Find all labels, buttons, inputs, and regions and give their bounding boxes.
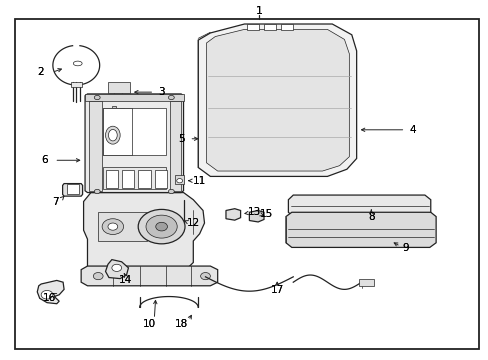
Text: 17: 17	[270, 285, 283, 295]
Text: 7: 7	[52, 197, 59, 207]
Polygon shape	[62, 184, 82, 196]
Circle shape	[112, 264, 122, 271]
Text: 14: 14	[119, 275, 132, 285]
Circle shape	[176, 179, 182, 183]
Bar	[170, 101, 181, 191]
Circle shape	[94, 189, 100, 194]
Circle shape	[168, 95, 174, 100]
Polygon shape	[37, 280, 64, 304]
Circle shape	[156, 222, 167, 231]
Text: 11: 11	[193, 176, 206, 186]
Circle shape	[168, 189, 174, 194]
Text: 18: 18	[174, 319, 187, 329]
Polygon shape	[285, 212, 435, 247]
Bar	[66, 184, 79, 194]
Bar	[108, 82, 130, 93]
Text: 1: 1	[255, 6, 262, 16]
Circle shape	[138, 210, 184, 244]
Polygon shape	[83, 193, 204, 273]
Circle shape	[94, 95, 100, 100]
Text: 10: 10	[142, 319, 156, 329]
Text: 14: 14	[119, 275, 132, 285]
Bar	[85, 94, 183, 101]
Text: 5: 5	[178, 134, 184, 144]
Text: 2: 2	[37, 67, 44, 77]
Text: 11: 11	[193, 176, 206, 186]
Bar	[175, 175, 183, 184]
Text: 13: 13	[247, 207, 260, 217]
Text: 8: 8	[367, 212, 374, 221]
Ellipse shape	[73, 61, 82, 66]
Circle shape	[146, 215, 177, 238]
Polygon shape	[85, 94, 183, 193]
Circle shape	[102, 219, 123, 234]
Text: 6: 6	[41, 155, 48, 165]
Text: 10: 10	[142, 319, 156, 329]
Bar	[105, 170, 118, 188]
Text: 3: 3	[158, 87, 164, 97]
Circle shape	[108, 223, 118, 230]
Ellipse shape	[108, 130, 117, 141]
Polygon shape	[249, 211, 264, 222]
Bar	[98, 212, 147, 241]
Polygon shape	[81, 266, 217, 286]
Text: 6: 6	[41, 155, 48, 165]
Text: 16: 16	[43, 293, 56, 303]
Bar	[103, 108, 132, 155]
Text: 12: 12	[186, 218, 200, 228]
Bar	[89, 101, 102, 191]
Polygon shape	[288, 195, 430, 217]
Text: 12: 12	[186, 218, 200, 228]
Polygon shape	[198, 24, 356, 176]
Bar	[264, 24, 276, 30]
Bar	[122, 170, 134, 188]
Text: 8: 8	[367, 212, 374, 221]
Polygon shape	[206, 30, 348, 171]
Bar	[246, 24, 259, 30]
Polygon shape	[105, 260, 128, 279]
Circle shape	[41, 291, 53, 299]
Text: 18: 18	[174, 319, 187, 329]
Bar	[358, 279, 373, 286]
Text: 1: 1	[255, 6, 262, 16]
Bar	[120, 108, 123, 110]
Bar	[155, 170, 167, 188]
Text: 9: 9	[401, 243, 408, 253]
Circle shape	[200, 273, 210, 280]
Text: 17: 17	[270, 285, 283, 295]
Text: 13: 13	[247, 207, 260, 217]
Bar	[71, 82, 81, 87]
Bar	[103, 167, 166, 189]
Text: 9: 9	[401, 243, 408, 253]
Text: 7: 7	[52, 197, 59, 207]
Text: 2: 2	[37, 67, 44, 77]
Text: 15: 15	[259, 209, 272, 219]
Text: 5: 5	[178, 134, 184, 144]
Text: 4: 4	[408, 125, 415, 135]
Text: 15: 15	[259, 209, 272, 219]
Text: 4: 4	[408, 125, 415, 135]
Text: 16: 16	[43, 293, 56, 303]
Text: 3: 3	[158, 87, 164, 97]
Bar	[138, 170, 151, 188]
Bar	[112, 107, 116, 108]
Ellipse shape	[105, 126, 120, 144]
Polygon shape	[225, 209, 240, 220]
Bar	[281, 24, 293, 30]
Circle shape	[93, 273, 103, 280]
Bar	[103, 108, 166, 155]
